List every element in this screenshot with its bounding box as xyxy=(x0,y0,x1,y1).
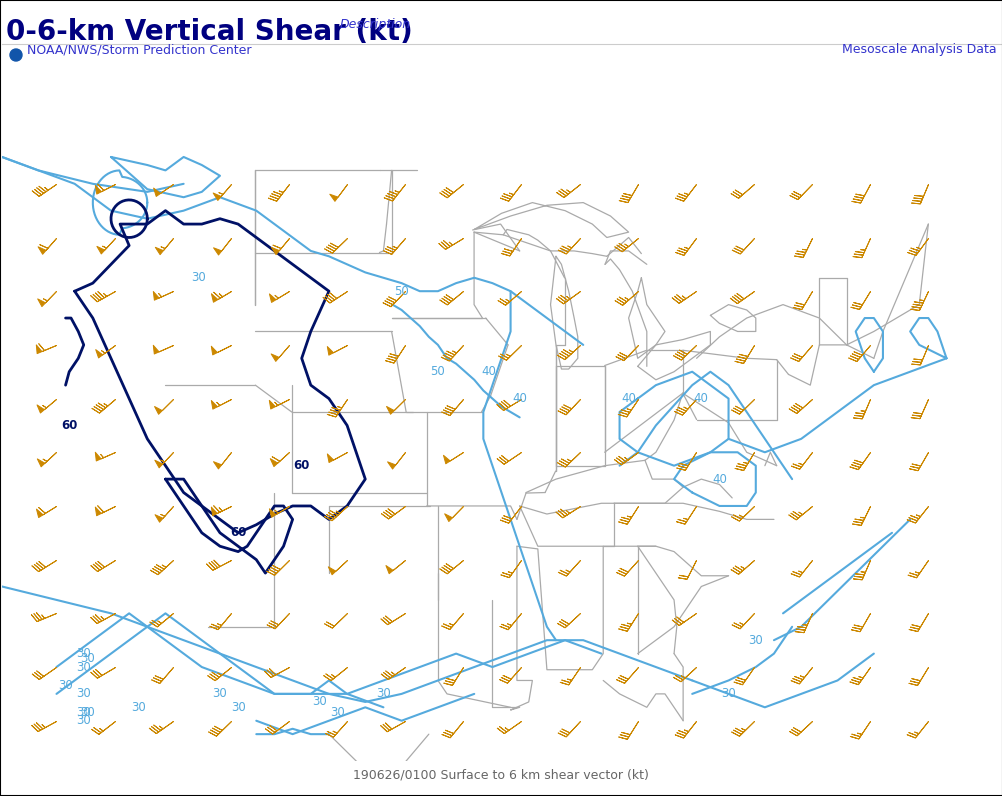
Text: 30: 30 xyxy=(76,714,91,728)
Text: 60: 60 xyxy=(61,419,77,432)
Text: 30: 30 xyxy=(76,647,91,660)
Text: 30: 30 xyxy=(313,696,327,708)
Text: 40: 40 xyxy=(512,392,527,405)
Text: 190626/0100 Surface to 6 km shear vector (kt): 190626/0100 Surface to 6 km shear vector… xyxy=(353,769,648,782)
Text: 40: 40 xyxy=(693,392,708,405)
Text: 30: 30 xyxy=(747,634,763,646)
Text: Mesoscale Analysis Data: Mesoscale Analysis Data xyxy=(842,44,996,57)
Text: 40: 40 xyxy=(481,365,496,378)
Text: 30: 30 xyxy=(212,688,227,700)
Text: 60: 60 xyxy=(294,459,310,472)
Text: 50: 50 xyxy=(430,365,445,378)
Text: 40: 40 xyxy=(620,392,635,405)
Text: Description: Description xyxy=(340,18,411,31)
Text: 30: 30 xyxy=(76,661,91,673)
Text: 30: 30 xyxy=(58,679,73,693)
Text: 30: 30 xyxy=(80,653,94,665)
Text: 30: 30 xyxy=(76,688,91,700)
Text: 0-6-km Vertical Shear (kt): 0-6-km Vertical Shear (kt) xyxy=(6,18,413,46)
Text: 30: 30 xyxy=(720,688,735,700)
Text: 30: 30 xyxy=(376,688,391,700)
Circle shape xyxy=(10,49,22,61)
Text: 30: 30 xyxy=(80,706,94,719)
Text: 40: 40 xyxy=(711,473,726,486)
Text: 30: 30 xyxy=(76,706,91,719)
Text: 50: 50 xyxy=(394,285,409,298)
Text: 60: 60 xyxy=(229,526,246,540)
Text: 30: 30 xyxy=(230,700,245,714)
Text: 30: 30 xyxy=(130,700,145,714)
Text: NOAA/NWS/Storm Prediction Center: NOAA/NWS/Storm Prediction Center xyxy=(27,44,252,57)
Text: 30: 30 xyxy=(190,271,205,284)
Text: 30: 30 xyxy=(331,706,345,719)
